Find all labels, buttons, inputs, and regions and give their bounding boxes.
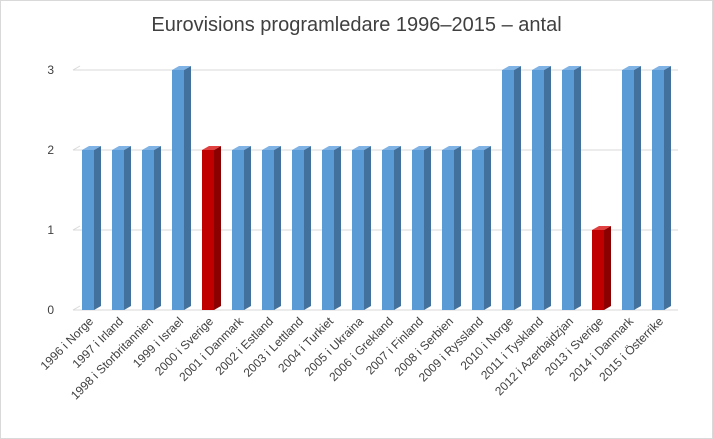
bar-front [382,150,394,310]
bar-top [112,146,131,150]
bar-top [202,146,221,150]
bar-side [124,146,131,310]
bar-front [472,150,484,310]
bar-top [322,146,341,150]
bar-front [82,150,94,310]
bar-side [604,226,611,310]
bar-side [184,66,191,310]
bar-side [484,146,491,310]
y-tick-label: 2 [47,143,54,157]
bar-front [502,70,514,310]
bar-side [634,66,641,310]
bar [112,146,131,310]
bar-front [112,150,124,310]
bar [562,66,581,310]
bar [442,146,461,310]
bar-front [202,150,214,310]
bar-top [352,146,371,150]
bar [202,146,221,310]
bar [622,66,641,310]
bar-front [262,150,274,310]
bar-side [364,146,371,310]
bar [472,146,491,310]
gridlines [72,65,678,311]
bar-top [442,146,461,150]
gridline-depth [72,65,81,71]
bar-front [532,70,544,310]
bar [142,146,161,310]
bar-top [622,66,641,70]
bar-top [592,226,611,230]
bar [352,146,371,310]
bar-side [154,146,161,310]
bar-side [214,146,221,310]
y-tick-label: 3 [47,63,54,77]
bar-front [352,150,364,310]
bar [292,146,311,310]
y-axis-ticks: 0 1 2 3 [47,63,54,317]
bar [172,66,191,310]
bar-top [562,66,581,70]
bar-front [562,70,574,310]
bar-side [664,66,671,310]
bar-top [382,146,401,150]
bar-top [652,66,671,70]
bar-front [442,150,454,310]
bar-top [412,146,431,150]
bar-front [232,150,244,310]
bar [232,146,251,310]
bar-top [172,66,191,70]
bar-side [394,146,401,310]
y-tick-label: 1 [47,223,54,237]
bar [322,146,341,310]
bar-top [82,146,101,150]
bar-front [322,150,334,310]
chart-title: Eurovisions programledare 1996–2015 – an… [151,14,562,36]
gridline-depth [72,225,81,231]
bar-top [262,146,281,150]
bar-front [142,150,154,310]
bar [412,146,431,310]
bar-front [412,150,424,310]
bar-side [514,66,521,310]
bar-side [244,146,251,310]
y-tick-label: 0 [47,303,54,317]
bar-side [274,146,281,310]
bar [502,66,521,310]
bar-side [454,146,461,310]
bar [382,146,401,310]
bar-top [502,66,521,70]
bar [82,146,101,310]
bar-side [304,146,311,310]
bar-front [172,70,184,310]
bar [652,66,671,310]
bar-side [94,146,101,310]
bar-top [142,146,161,150]
bar-front [652,70,664,310]
bar-front [292,150,304,310]
bar-front [592,230,604,310]
gridline-depth [72,305,81,311]
bar-side [334,146,341,310]
bar-top [232,146,251,150]
bar-front [622,70,634,310]
bar [592,226,611,310]
bar-top [292,146,311,150]
bar-side [424,146,431,310]
bar [262,146,281,310]
bars [82,66,671,310]
gridline-depth [72,145,81,151]
bar [532,66,551,310]
bar-top [532,66,551,70]
bar-side [574,66,581,310]
bar-side [544,66,551,310]
bar-top [472,146,491,150]
